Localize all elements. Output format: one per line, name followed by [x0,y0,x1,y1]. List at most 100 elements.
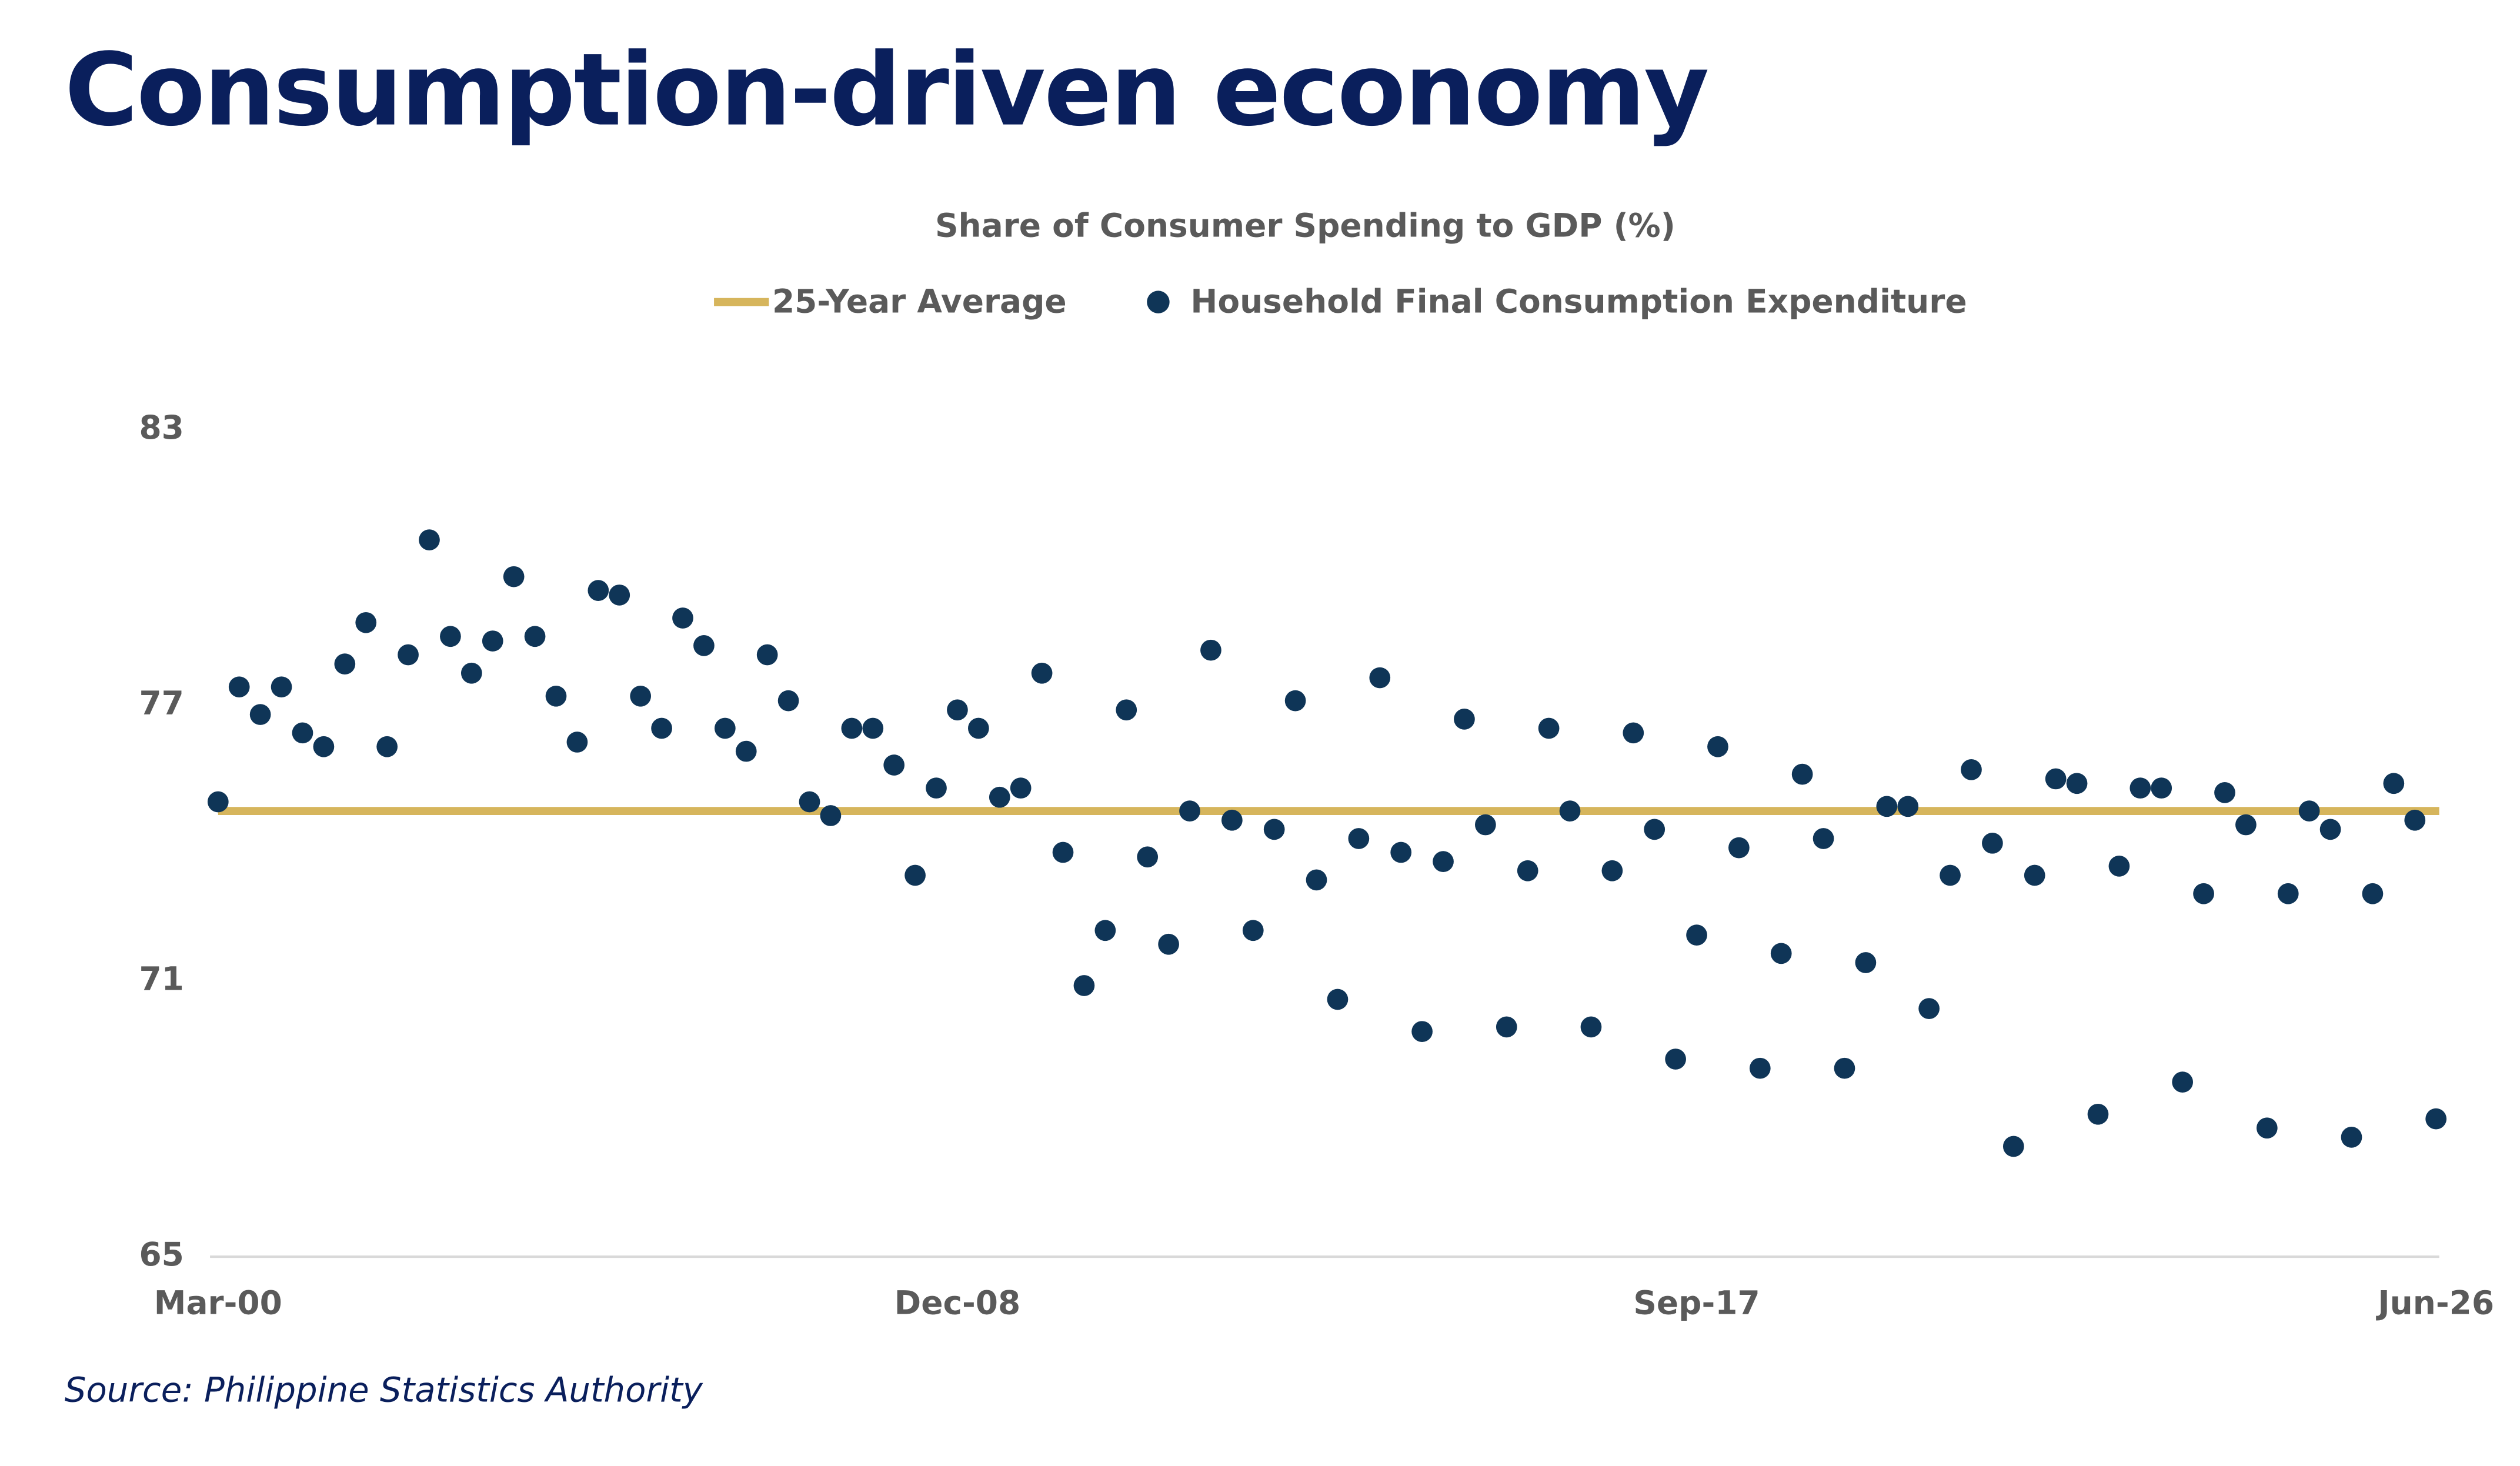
legend-label: Household Final Consumption Expenditure [1190,283,1967,320]
x-tick-label: Dec-08 [894,1284,1021,1322]
data-point [1306,869,1327,891]
data-point [989,786,1010,808]
data-point [1369,667,1391,689]
data-point [1137,846,1159,868]
x-tick-label: Sep-17 [1633,1284,1760,1322]
data-point [799,791,820,813]
data-point [1813,828,1834,849]
data-point [1728,837,1750,859]
data-point [904,864,926,886]
data-point [2130,777,2151,799]
data-point [1770,943,1792,964]
data-point [1073,975,1095,996]
y-tick-label: 71 [139,960,183,997]
data-point [355,612,377,633]
data-point [2045,768,2067,790]
data-point [2235,814,2257,836]
data-point [1496,1016,1517,1038]
data-point [228,676,250,698]
data-point [1010,777,1032,799]
data-point [2319,819,2341,840]
data-point [1327,989,1349,1010]
data-point [756,644,778,666]
data-point [1284,690,1306,712]
data-point [1390,841,1412,863]
chart-title: Consumption-driven economy [65,32,1708,149]
data-point [2024,864,2045,886]
data-point [1580,1016,1602,1038]
data-point [2341,1127,2362,1148]
data-point [947,699,968,721]
data-point [1559,800,1581,822]
data-point [630,685,652,707]
data-point [1094,920,1116,941]
data-point [651,717,672,739]
data-point [1623,722,1644,744]
data-point [2172,1071,2194,1093]
data-point [672,607,693,629]
data-point [1538,717,1560,739]
data-point [1116,699,1137,721]
data-point [1982,832,2003,854]
data-point [207,791,229,813]
data-point [1791,763,1813,785]
data-point [862,717,884,739]
data-point [883,754,905,776]
data-point [1517,860,1538,881]
data-point [1242,920,1264,941]
data-point [1454,709,1475,730]
x-tick-label: Jun-26 [2375,1284,2494,1322]
data-point [398,644,419,666]
data-point [1411,1021,1433,1043]
data-point [1876,796,1898,817]
data-point [1348,828,1370,849]
data-point [1263,819,1285,840]
data-point [460,662,482,684]
data-point [1475,814,1496,836]
data-point [1179,800,1200,822]
data-point [1749,1057,1771,1079]
data-point [2087,1103,2109,1125]
data-point [482,630,503,652]
source: Source: Philippine Statistics Authority [65,1370,703,1410]
data-point [2277,883,2299,904]
data-point [1897,796,1919,817]
data-point [2298,800,2320,822]
data-point [524,626,546,647]
data-point [419,529,440,551]
data-point [334,653,356,674]
y-tick-label: 83 [139,409,183,446]
data-point [292,722,313,744]
data-point [1940,864,1961,886]
data-point [271,676,292,698]
data-point [1221,809,1243,831]
data-point [926,777,947,799]
data-point [440,626,461,647]
data-point [2151,777,2172,799]
y-tick-label: 77 [139,684,183,722]
data-point [1158,933,1179,955]
legend-dot [1147,290,1170,313]
data-point [1834,1057,1855,1079]
data-point [777,690,799,712]
data-point [967,717,989,739]
data-point [313,736,335,757]
data-point [1200,639,1221,661]
data-point [545,685,567,707]
data-point [503,566,525,587]
data-point [2214,782,2235,803]
data-point [2108,856,2130,877]
data-point [1918,998,1940,1019]
y-tick-label: 65 [139,1235,183,1273]
data-point [1665,1048,1686,1070]
data-point [609,585,630,606]
data-point [2425,1108,2447,1130]
data-point [588,580,609,601]
data-point [693,635,715,656]
data-point [714,717,736,739]
data-point [1961,759,1982,780]
data-point [1052,841,1074,863]
data-point [1031,662,1053,684]
data-point [2256,1117,2278,1139]
